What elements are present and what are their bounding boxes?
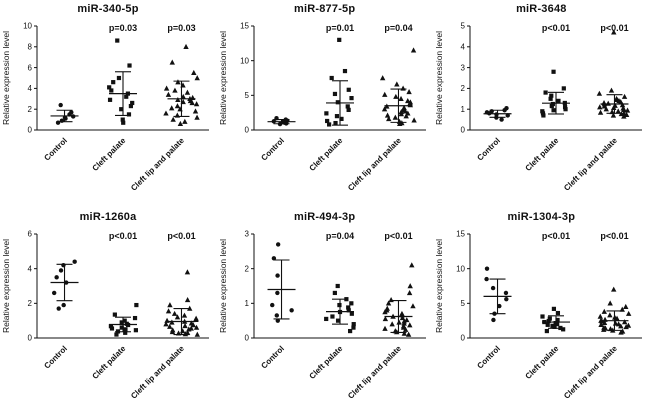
chart-panel-mir-494-3p: miR-494-3p 0 1 2 3 Relative expression level…	[217, 208, 433, 415]
svg-text:p=0.04: p=0.04	[384, 23, 412, 33]
svg-text:Cleft lip and palate: Cleft lip and palate	[346, 343, 403, 400]
svg-text:5: 5	[461, 22, 466, 31]
svg-text:Control: Control	[42, 136, 68, 162]
svg-text:Relative expression level: Relative expression level	[218, 31, 228, 125]
svg-text:p=0.01: p=0.01	[326, 23, 354, 33]
svg-text:p<0.01: p<0.01	[542, 231, 570, 241]
svg-text:10: 10	[456, 264, 465, 273]
scatter-plot: 0 2 4 6 Relative expression level p<0.01 p<0.0…	[1, 229, 209, 400]
svg-text:2: 2	[28, 299, 33, 308]
svg-text:Relative expression level: Relative expression level	[1, 238, 11, 332]
svg-text:Relative expression level: Relative expression level	[434, 31, 444, 125]
svg-text:p=0.04: p=0.04	[326, 231, 354, 241]
svg-text:Control: Control	[476, 344, 502, 370]
chart-title: miR-877-5p	[294, 3, 356, 15]
svg-text:Cleft lip and palate: Cleft lip and palate	[129, 343, 186, 400]
svg-text:0: 0	[28, 333, 33, 342]
chart-panel-mir-877-5p: miR-877-5p 0 5 10 15 Relative expression lev…	[217, 0, 433, 207]
svg-text:p<0.01: p<0.01	[542, 23, 570, 33]
chart-title: miR-3648	[516, 3, 567, 15]
svg-text:Cleft palate: Cleft palate	[524, 136, 561, 173]
svg-text:10: 10	[23, 22, 32, 31]
svg-text:Cleft lip and palate: Cleft lip and palate	[129, 136, 186, 193]
svg-text:8: 8	[28, 43, 33, 52]
svg-text:2: 2	[461, 84, 466, 93]
svg-text:2: 2	[28, 105, 33, 114]
scatter-plot: 0 5 10 15 Relative expression level p<0.01 p<0…	[434, 229, 643, 400]
svg-text:p<0.01: p<0.01	[601, 231, 629, 241]
svg-text:0: 0	[244, 126, 249, 135]
scatter-plot: 0 1 2 3 Relative expression level p=0.04 p<0.0…	[218, 229, 426, 400]
chart-title: miR-494-3p	[294, 210, 356, 223]
svg-text:Relative expression level: Relative expression level	[434, 238, 444, 332]
svg-text:Cleft lip and palate: Cleft lip and palate	[563, 343, 620, 400]
svg-text:15: 15	[456, 229, 465, 238]
chart-title: miR-340-5p	[77, 3, 139, 15]
svg-text:5: 5	[461, 299, 466, 308]
svg-text:p<0.01: p<0.01	[109, 231, 137, 241]
svg-text:Control: Control	[259, 136, 285, 162]
svg-text:Relative expression level: Relative expression level	[1, 31, 11, 125]
svg-text:4: 4	[28, 84, 33, 93]
svg-text:4: 4	[461, 43, 466, 52]
svg-text:2: 2	[244, 264, 249, 273]
scatter-plot: 0 2 4 6 8 10 Relative expression level p=0.03 p=…	[1, 22, 209, 193]
chart-panel-mir-3648: miR-3648 0 1 2 3 4 5 Relative expression level…	[433, 0, 649, 207]
svg-text:3: 3	[244, 229, 249, 238]
scatter-plot: 0 1 2 3 4 5 Relative expression level p<0.01 p<0…	[434, 22, 643, 193]
svg-text:Cleft lip and palate: Cleft lip and palate	[346, 136, 403, 193]
svg-text:10: 10	[240, 56, 249, 65]
svg-text:Control: Control	[476, 136, 502, 162]
chart-title: miR-1260a	[79, 210, 137, 223]
svg-text:0: 0	[244, 333, 249, 342]
svg-text:6: 6	[28, 229, 33, 238]
svg-text:p<0.01: p<0.01	[601, 23, 629, 33]
svg-text:0: 0	[461, 333, 466, 342]
chart-title: miR-1304-3p	[507, 210, 576, 223]
svg-text:p=0.03: p=0.03	[167, 23, 195, 33]
svg-text:4: 4	[28, 264, 33, 273]
svg-text:Cleft palate: Cleft palate	[307, 136, 344, 173]
svg-text:1: 1	[461, 105, 466, 114]
svg-text:p<0.01: p<0.01	[384, 231, 412, 241]
svg-text:3: 3	[461, 63, 466, 72]
scatter-plot: 0 5 10 15 Relative expression level p=0.01 p=0…	[218, 22, 426, 193]
svg-text:Cleft palate: Cleft palate	[307, 343, 344, 380]
svg-text:15: 15	[240, 22, 249, 31]
svg-text:0: 0	[28, 126, 33, 135]
svg-text:Control: Control	[42, 344, 68, 370]
svg-text:5: 5	[244, 91, 249, 100]
svg-text:p=0.03: p=0.03	[109, 23, 137, 33]
svg-text:p<0.01: p<0.01	[167, 231, 195, 241]
chart-panel-mir-340-5p: miR-340-5p 0 2 4 6 8 10 Relative expression le…	[0, 0, 216, 207]
chart-panel-mir-1260a: miR-1260a 0 2 4 6 Relative expression level p…	[0, 208, 216, 415]
svg-text:1: 1	[244, 299, 249, 308]
chart-panel-mir-1304-3p: miR-1304-3p 0 5 10 15 Relative expression le…	[433, 208, 649, 415]
svg-text:Cleft palate: Cleft palate	[91, 136, 128, 173]
svg-text:Control: Control	[259, 344, 285, 370]
svg-text:Cleft palate: Cleft palate	[91, 343, 128, 380]
svg-text:Relative expression level: Relative expression level	[218, 238, 228, 332]
svg-text:0: 0	[461, 126, 466, 135]
svg-text:Cleft palate: Cleft palate	[524, 343, 561, 380]
svg-text:6: 6	[28, 63, 33, 72]
svg-text:Cleft lip and palate: Cleft lip and palate	[563, 136, 620, 193]
